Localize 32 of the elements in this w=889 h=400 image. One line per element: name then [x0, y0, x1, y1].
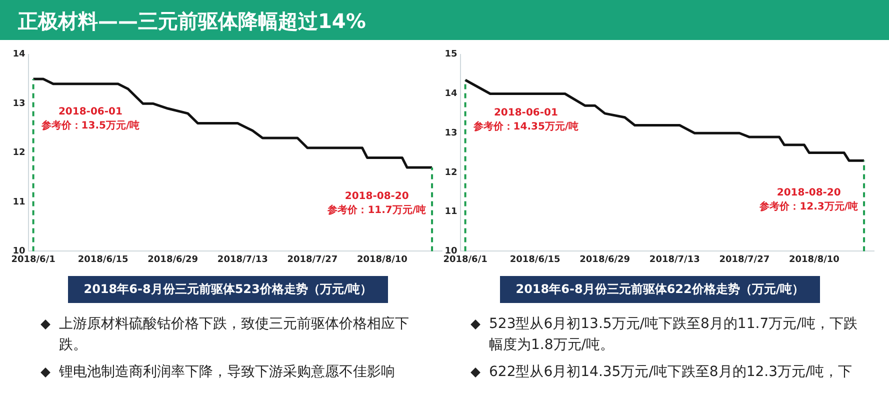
ref-line-label: 2018-08-20 参考价：11.7万元/吨 [326, 190, 426, 216]
x-tick-label: 2018/7/13 [217, 254, 268, 265]
x-tick-label: 2018/8/10 [788, 254, 840, 265]
x-tick-label: 2018/7/13 [649, 254, 700, 265]
ref-line-label: 2018-06-01 参考价：14.35万元/吨 [472, 108, 579, 133]
y-tick-label: 14 [12, 50, 26, 60]
x-tick-label: 2018/6/1 [11, 254, 56, 265]
y-tick-label: 12 [444, 168, 458, 178]
x-tick-label: 2018/6/15 [78, 254, 128, 265]
ref-line-label: 2018-08-20 参考价：12.3万元/吨 [758, 188, 858, 213]
x-tick-label: 2018/6/1 [443, 254, 488, 265]
y-tick-label: 15 [444, 50, 458, 60]
y-tick-label: 12 [12, 148, 26, 158]
y-tick-label: 11 [12, 197, 26, 208]
y-tick-label: 14 [444, 89, 458, 100]
text: 622型从6月初14.35万元/吨下跌至8月的12.3万元/吨，下 [489, 363, 852, 382]
x-tick-label: 2018/6/15 [510, 254, 560, 265]
text: 上游原材料硫酸钴价格下跌，致使三元前驱体价格相应下跌。 [59, 315, 410, 355]
ref-line-label: 2018-06-01 参考价：13.5万元/吨 [40, 106, 140, 132]
x-tick-label: 2018/6/29 [580, 254, 630, 265]
x-tick-label: 2018/6/29 [148, 254, 198, 265]
text: 正极材料——三元前驱体降幅超过14% [18, 8, 366, 35]
text: 2018年6-8月份三元前驱体523价格走势（万元/吨） [68, 276, 388, 303]
y-tick-label: 13 [12, 98, 26, 109]
x-tick-label: 2018/7/27 [287, 254, 338, 265]
text: 锂电池制造商利润率下降，导致下游采购意愿不佳影响 [59, 363, 395, 382]
text: 2018年6-8月份三元前驱体622价格走势（万元/吨） [500, 276, 820, 303]
x-tick-label: 2018/8/10 [356, 254, 408, 265]
x-tick-label: 2018/7/27 [719, 254, 770, 265]
y-tick-label: 13 [444, 128, 458, 138]
y-tick-label: 11 [444, 207, 458, 218]
text: 523型从6月初13.5万元/吨下跌至8月的11.7万元/吨，下跌幅度为1.8万元/吨。 [489, 315, 858, 355]
